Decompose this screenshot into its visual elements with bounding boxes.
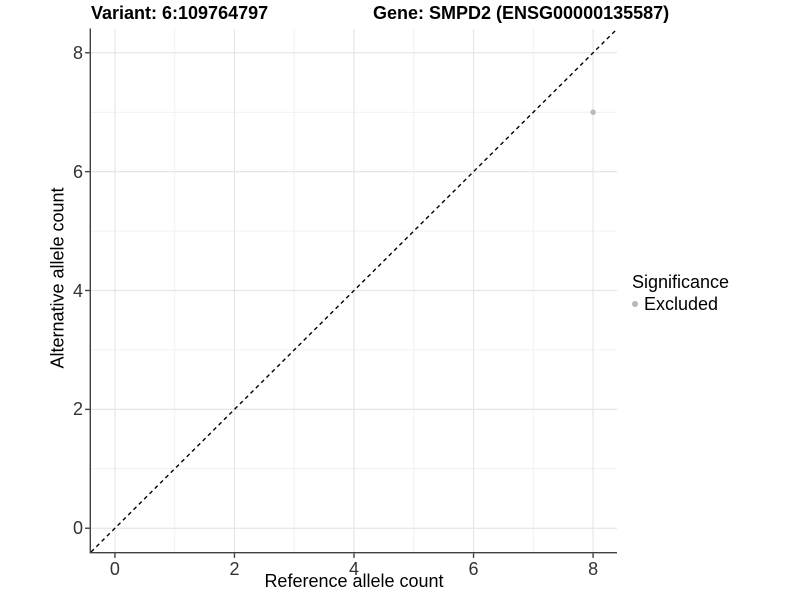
identity-dashed-line <box>90 28 618 553</box>
y-tick-label-6: 6 <box>72 161 83 182</box>
legend-entry-label: Excluded <box>644 293 719 314</box>
y-tick-label-8: 8 <box>72 42 83 63</box>
data-point-excluded <box>590 109 596 115</box>
plot-title-gene: Gene: SMPD2 (ENSG00000135587) <box>373 3 670 23</box>
y-tick-label-4: 4 <box>72 280 83 301</box>
y-tick-label-2: 2 <box>72 399 83 420</box>
legend-point-swatch <box>632 301 638 307</box>
x-tick-label-8: 8 <box>588 559 599 579</box>
y-tick-label-0: 0 <box>72 518 83 539</box>
plot-panel <box>85 28 618 558</box>
x-tick-label-0: 0 <box>109 559 120 579</box>
legend-title: Significance <box>632 272 730 292</box>
legend-entry-excluded: Excluded <box>632 293 729 315</box>
legend: Significance Excluded <box>632 271 729 315</box>
y-axis-title: Alternative allele count <box>47 187 68 369</box>
x-tick-label-4: 4 <box>348 559 360 579</box>
plot-title-variant: Variant: 6:109764797 <box>91 3 269 23</box>
x-axis-title: Reference allele count <box>264 571 444 591</box>
x-tick-label-2: 2 <box>229 559 240 579</box>
x-tick-label-6: 6 <box>468 559 479 579</box>
